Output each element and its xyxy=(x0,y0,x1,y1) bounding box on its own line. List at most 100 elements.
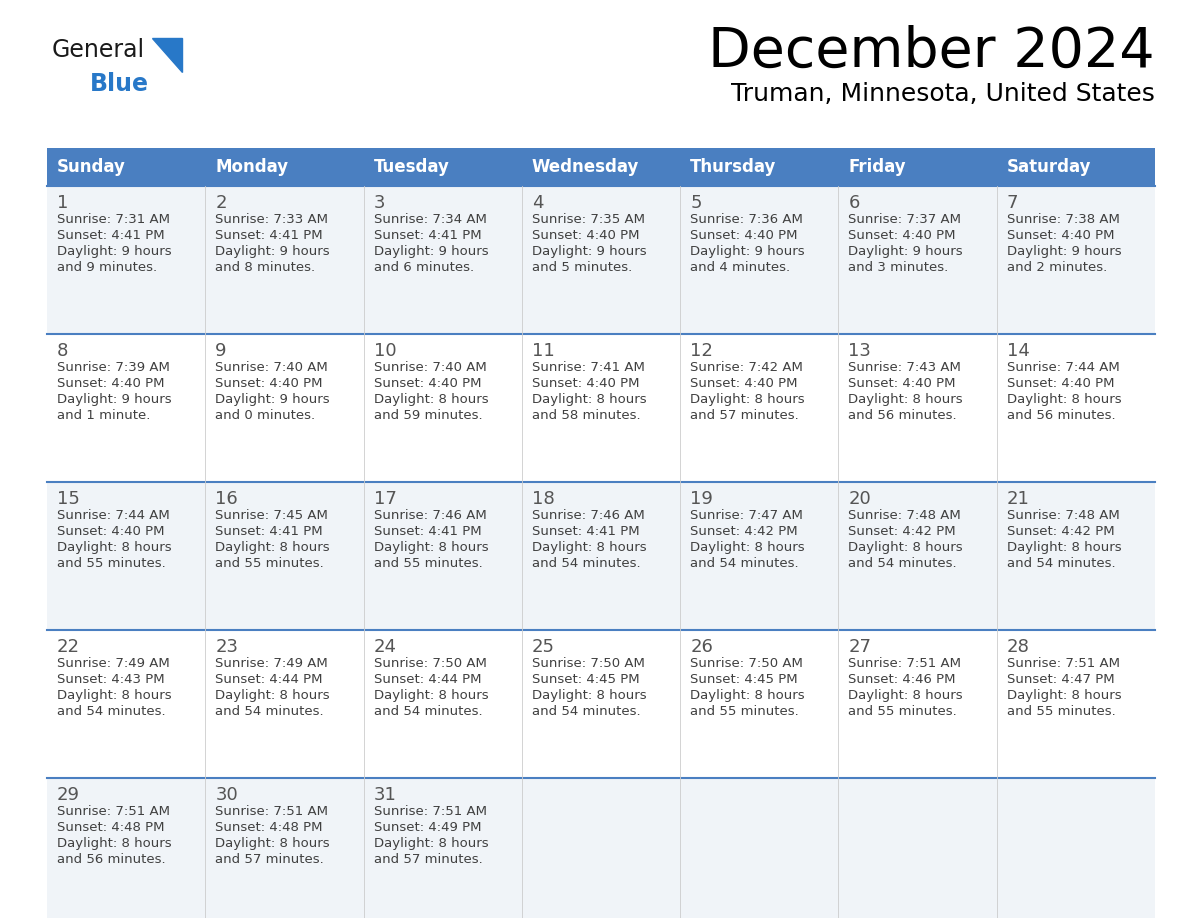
Text: and 59 minutes.: and 59 minutes. xyxy=(373,409,482,422)
Text: Sunset: 4:40 PM: Sunset: 4:40 PM xyxy=(1006,377,1114,390)
Text: 16: 16 xyxy=(215,490,238,508)
Text: Daylight: 8 hours: Daylight: 8 hours xyxy=(848,689,963,702)
Text: Sunrise: 7:50 AM: Sunrise: 7:50 AM xyxy=(373,657,486,670)
Text: and 8 minutes.: and 8 minutes. xyxy=(215,261,315,274)
Text: and 58 minutes.: and 58 minutes. xyxy=(532,409,640,422)
Text: 15: 15 xyxy=(57,490,80,508)
Text: 30: 30 xyxy=(215,786,238,804)
Text: Sunrise: 7:36 AM: Sunrise: 7:36 AM xyxy=(690,213,803,226)
Text: 1: 1 xyxy=(57,194,69,212)
Text: and 55 minutes.: and 55 minutes. xyxy=(57,557,166,570)
Text: Daylight: 9 hours: Daylight: 9 hours xyxy=(57,245,171,258)
Text: 4: 4 xyxy=(532,194,543,212)
Text: 18: 18 xyxy=(532,490,555,508)
Text: and 56 minutes.: and 56 minutes. xyxy=(57,853,165,866)
Text: and 55 minutes.: and 55 minutes. xyxy=(690,705,798,718)
Text: Sunrise: 7:48 AM: Sunrise: 7:48 AM xyxy=(848,509,961,522)
Text: Daylight: 8 hours: Daylight: 8 hours xyxy=(57,689,171,702)
Text: Sunrise: 7:51 AM: Sunrise: 7:51 AM xyxy=(1006,657,1120,670)
Text: Daylight: 9 hours: Daylight: 9 hours xyxy=(848,245,963,258)
Text: and 1 minute.: and 1 minute. xyxy=(57,409,151,422)
Text: Sunrise: 7:40 AM: Sunrise: 7:40 AM xyxy=(215,361,328,374)
Text: and 54 minutes.: and 54 minutes. xyxy=(532,557,640,570)
Text: Sunset: 4:46 PM: Sunset: 4:46 PM xyxy=(848,673,956,686)
Text: Sunrise: 7:46 AM: Sunrise: 7:46 AM xyxy=(373,509,486,522)
Text: Sunset: 4:40 PM: Sunset: 4:40 PM xyxy=(532,377,639,390)
Text: and 9 minutes.: and 9 minutes. xyxy=(57,261,157,274)
Text: 25: 25 xyxy=(532,638,555,656)
Text: 27: 27 xyxy=(848,638,872,656)
Text: and 55 minutes.: and 55 minutes. xyxy=(1006,705,1116,718)
Bar xyxy=(48,148,1155,186)
Text: Daylight: 9 hours: Daylight: 9 hours xyxy=(1006,245,1121,258)
Text: Sunset: 4:40 PM: Sunset: 4:40 PM xyxy=(57,525,164,538)
Text: Sunset: 4:45 PM: Sunset: 4:45 PM xyxy=(532,673,639,686)
Text: Tuesday: Tuesday xyxy=(373,158,449,176)
Text: and 6 minutes.: and 6 minutes. xyxy=(373,261,474,274)
Text: 28: 28 xyxy=(1006,638,1030,656)
Text: 9: 9 xyxy=(215,342,227,360)
Text: and 54 minutes.: and 54 minutes. xyxy=(848,557,958,570)
Text: and 54 minutes.: and 54 minutes. xyxy=(57,705,165,718)
Text: Sunrise: 7:31 AM: Sunrise: 7:31 AM xyxy=(57,213,170,226)
Text: Sunset: 4:42 PM: Sunset: 4:42 PM xyxy=(690,525,798,538)
Text: Daylight: 8 hours: Daylight: 8 hours xyxy=(848,541,963,554)
Text: Daylight: 8 hours: Daylight: 8 hours xyxy=(373,541,488,554)
Text: Sunset: 4:45 PM: Sunset: 4:45 PM xyxy=(690,673,798,686)
Text: Sunset: 4:40 PM: Sunset: 4:40 PM xyxy=(57,377,164,390)
Text: Sunset: 4:44 PM: Sunset: 4:44 PM xyxy=(373,673,481,686)
Text: Sunrise: 7:49 AM: Sunrise: 7:49 AM xyxy=(57,657,170,670)
Text: Sunset: 4:41 PM: Sunset: 4:41 PM xyxy=(215,525,323,538)
Text: and 54 minutes.: and 54 minutes. xyxy=(690,557,798,570)
Text: 24: 24 xyxy=(373,638,397,656)
Text: Daylight: 8 hours: Daylight: 8 hours xyxy=(215,689,330,702)
Text: General: General xyxy=(52,38,145,62)
Text: Saturday: Saturday xyxy=(1006,158,1092,176)
Text: Sunset: 4:42 PM: Sunset: 4:42 PM xyxy=(848,525,956,538)
Text: and 54 minutes.: and 54 minutes. xyxy=(532,705,640,718)
Text: Blue: Blue xyxy=(90,72,148,96)
Text: Sunset: 4:40 PM: Sunset: 4:40 PM xyxy=(848,377,956,390)
Text: Daylight: 8 hours: Daylight: 8 hours xyxy=(848,393,963,406)
Text: 6: 6 xyxy=(848,194,860,212)
Text: and 54 minutes.: and 54 minutes. xyxy=(373,705,482,718)
Text: and 4 minutes.: and 4 minutes. xyxy=(690,261,790,274)
Text: and 2 minutes.: and 2 minutes. xyxy=(1006,261,1107,274)
Text: Daylight: 8 hours: Daylight: 8 hours xyxy=(215,837,330,850)
Text: Daylight: 8 hours: Daylight: 8 hours xyxy=(1006,541,1121,554)
Text: Sunrise: 7:51 AM: Sunrise: 7:51 AM xyxy=(57,805,170,818)
Bar xyxy=(48,482,1155,630)
Text: Wednesday: Wednesday xyxy=(532,158,639,176)
Text: Daylight: 9 hours: Daylight: 9 hours xyxy=(215,393,330,406)
Text: Sunrise: 7:34 AM: Sunrise: 7:34 AM xyxy=(373,213,486,226)
Text: Daylight: 8 hours: Daylight: 8 hours xyxy=(57,837,171,850)
Text: Daylight: 9 hours: Daylight: 9 hours xyxy=(57,393,171,406)
Text: and 55 minutes.: and 55 minutes. xyxy=(373,557,482,570)
Text: Sunrise: 7:50 AM: Sunrise: 7:50 AM xyxy=(690,657,803,670)
Text: Sunset: 4:40 PM: Sunset: 4:40 PM xyxy=(215,377,323,390)
Text: 12: 12 xyxy=(690,342,713,360)
Text: Sunset: 4:40 PM: Sunset: 4:40 PM xyxy=(848,229,956,242)
Text: Sunrise: 7:35 AM: Sunrise: 7:35 AM xyxy=(532,213,645,226)
Bar xyxy=(48,334,1155,482)
Text: Daylight: 9 hours: Daylight: 9 hours xyxy=(532,245,646,258)
Text: Sunrise: 7:42 AM: Sunrise: 7:42 AM xyxy=(690,361,803,374)
Text: 14: 14 xyxy=(1006,342,1030,360)
Polygon shape xyxy=(152,38,182,72)
Text: Sunrise: 7:48 AM: Sunrise: 7:48 AM xyxy=(1006,509,1119,522)
Text: Daylight: 8 hours: Daylight: 8 hours xyxy=(1006,393,1121,406)
Text: Monday: Monday xyxy=(215,158,289,176)
Text: Sunrise: 7:49 AM: Sunrise: 7:49 AM xyxy=(215,657,328,670)
Text: Sunset: 4:48 PM: Sunset: 4:48 PM xyxy=(215,821,323,834)
Text: Sunset: 4:40 PM: Sunset: 4:40 PM xyxy=(532,229,639,242)
Bar xyxy=(48,630,1155,778)
Text: Sunrise: 7:39 AM: Sunrise: 7:39 AM xyxy=(57,361,170,374)
Text: Daylight: 8 hours: Daylight: 8 hours xyxy=(690,541,804,554)
Text: Sunset: 4:40 PM: Sunset: 4:40 PM xyxy=(373,377,481,390)
Text: Daylight: 8 hours: Daylight: 8 hours xyxy=(373,689,488,702)
Text: December 2024: December 2024 xyxy=(708,25,1155,79)
Text: Daylight: 9 hours: Daylight: 9 hours xyxy=(215,245,330,258)
Text: and 55 minutes.: and 55 minutes. xyxy=(215,557,324,570)
Text: Sunset: 4:44 PM: Sunset: 4:44 PM xyxy=(215,673,323,686)
Text: Friday: Friday xyxy=(848,158,906,176)
